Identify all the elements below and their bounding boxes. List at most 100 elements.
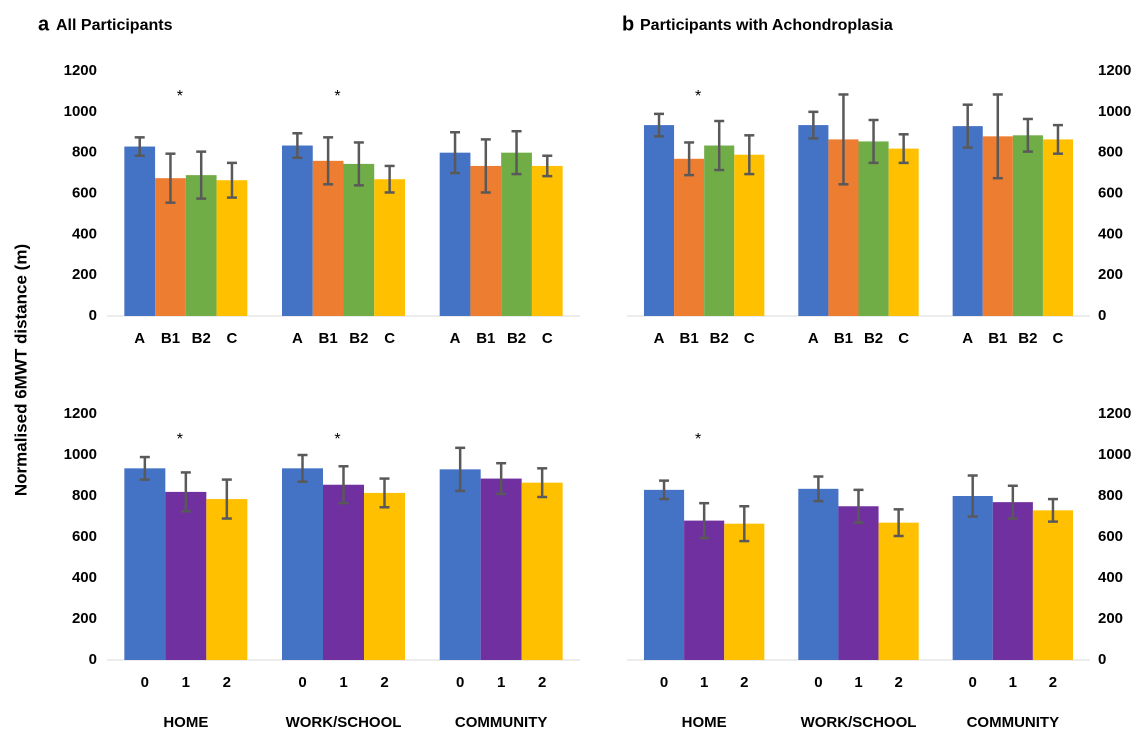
- y-tick-label: 200: [72, 610, 97, 627]
- panel-title: All Participants: [56, 17, 173, 34]
- error-bar: [967, 474, 978, 518]
- error-bar: [139, 455, 150, 481]
- x-tick-label: 1: [700, 674, 708, 691]
- error-bar: [379, 477, 390, 509]
- x-tick-label: C: [1053, 330, 1064, 347]
- error-bar: [838, 93, 849, 186]
- y-tick-label: 800: [1098, 487, 1123, 504]
- x-tick-label: 0: [814, 674, 822, 691]
- error-bar: [450, 131, 461, 175]
- x-tick-label: C: [542, 330, 553, 347]
- bar: [124, 468, 166, 660]
- group-label: HOME: [682, 714, 727, 731]
- error-bar: [496, 461, 507, 496]
- bar: [952, 126, 983, 316]
- y-tick-label: 400: [72, 569, 97, 586]
- x-tick-label: B1: [834, 330, 853, 347]
- y-tick-label: 1000: [64, 446, 97, 463]
- bar: [439, 152, 471, 316]
- error-bar: [962, 103, 973, 149]
- bar: [643, 125, 675, 317]
- error-bar: [714, 119, 725, 172]
- x-tick-label: 0: [298, 674, 306, 691]
- bar: [643, 489, 685, 660]
- error-bar: [739, 505, 750, 543]
- bar: [1042, 139, 1074, 316]
- y-tick-label: 200: [72, 266, 97, 283]
- bar: [374, 179, 405, 316]
- x-tick-label: B2: [864, 330, 883, 347]
- bar: [323, 484, 364, 660]
- error-bar: [180, 471, 191, 513]
- x-tick-label: B1: [988, 330, 1007, 347]
- error-bar: [537, 467, 548, 499]
- y-tick-label: 800: [72, 144, 97, 161]
- error-bar: [992, 93, 1003, 180]
- x-tick-label: B1: [161, 330, 180, 347]
- y-tick-label: 400: [72, 225, 97, 242]
- error-bar: [455, 446, 466, 493]
- error-bar: [297, 453, 308, 483]
- group-label: COMMUNITY: [967, 714, 1060, 731]
- bar: [674, 158, 705, 316]
- x-tick-label: C: [227, 330, 238, 347]
- bar: [165, 491, 207, 660]
- y-tick-label: 1200: [1098, 405, 1131, 422]
- x-tick-label: C: [744, 330, 755, 347]
- x-tick-label: 2: [894, 674, 902, 691]
- x-tick-label: 1: [339, 674, 347, 691]
- error-bar: [384, 164, 395, 194]
- error-bar: [226, 161, 237, 199]
- y-tick-label: 800: [72, 487, 97, 504]
- error-bar: [1047, 497, 1058, 523]
- error-bar: [659, 479, 670, 501]
- bar: [952, 496, 993, 660]
- error-bar: [699, 501, 710, 540]
- y-tick-label: 0: [89, 307, 97, 324]
- x-tick-label: B2: [710, 330, 729, 347]
- y-tick-label: 600: [72, 528, 97, 545]
- y-tick-label: 200: [1098, 610, 1123, 627]
- bar: [878, 522, 919, 660]
- x-tick-label: A: [962, 330, 973, 347]
- y-tick-label: 600: [1098, 184, 1123, 201]
- bar: [531, 165, 563, 316]
- bar: [282, 145, 313, 316]
- y-tick-label: 600: [1098, 528, 1123, 545]
- significance-marker: *: [334, 88, 340, 105]
- error-bar: [808, 110, 819, 140]
- error-bar: [323, 136, 334, 186]
- error-bar: [196, 150, 207, 200]
- x-tick-label: 1: [1009, 674, 1017, 691]
- bar: [343, 163, 375, 316]
- y-tick-label: 1200: [1098, 62, 1131, 79]
- x-tick-label: 1: [497, 674, 505, 691]
- x-tick-label: C: [384, 330, 395, 347]
- error-bar: [1007, 484, 1018, 520]
- error-bar: [511, 129, 522, 176]
- group-label: HOME: [163, 714, 208, 731]
- x-tick-label: 2: [740, 674, 748, 691]
- y-tick-label: 0: [89, 651, 97, 668]
- bar: [798, 488, 839, 660]
- x-tick-label: A: [292, 330, 303, 347]
- significance-marker: *: [695, 431, 701, 448]
- x-tick-label: A: [654, 330, 665, 347]
- bar: [216, 180, 248, 316]
- x-tick-label: B2: [349, 330, 368, 347]
- error-bar: [542, 154, 553, 178]
- x-tick-label: B2: [192, 330, 211, 347]
- y-tick-label: 400: [1098, 569, 1123, 586]
- x-tick-label: B1: [319, 330, 338, 347]
- error-bar: [898, 133, 909, 165]
- error-bar: [1022, 117, 1033, 153]
- panel-letter: b: [622, 13, 634, 35]
- bar: [206, 499, 248, 660]
- y-tick-label: 200: [1098, 266, 1123, 283]
- panel-title: Participants with Achondroplasia: [640, 17, 893, 34]
- x-tick-label: 0: [969, 674, 977, 691]
- x-tick-label: 2: [538, 674, 546, 691]
- x-tick-label: B2: [1018, 330, 1037, 347]
- x-tick-label: A: [808, 330, 819, 347]
